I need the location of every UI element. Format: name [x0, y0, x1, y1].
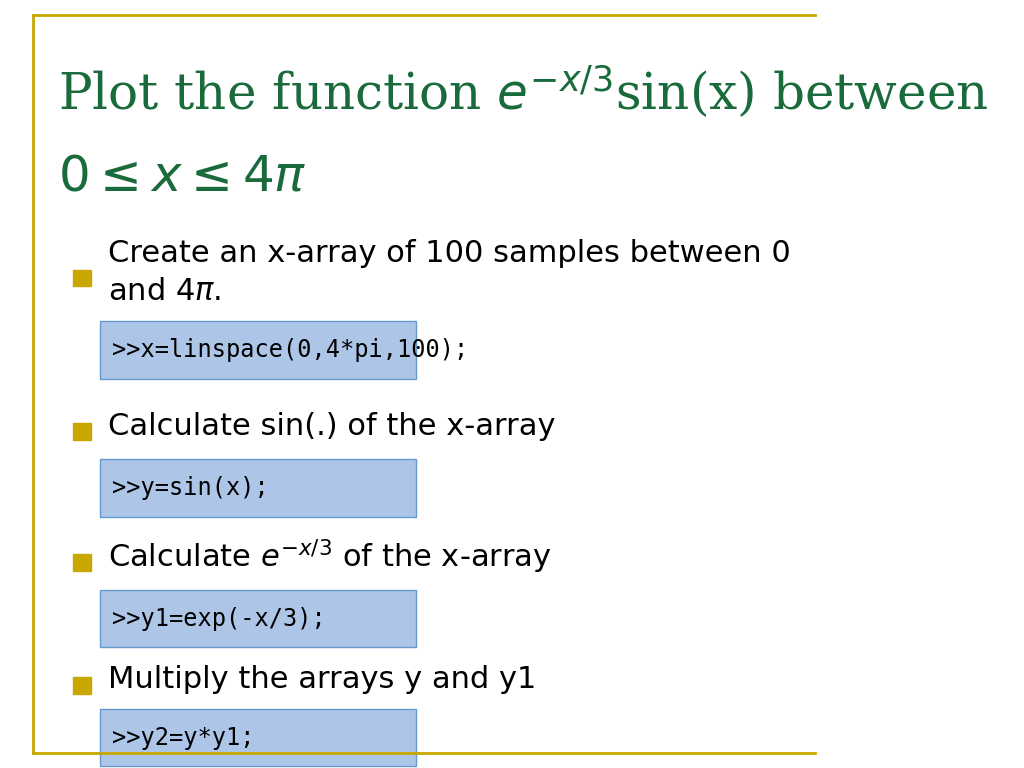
FancyBboxPatch shape — [99, 459, 416, 517]
Text: Multiply the arrays y and y1: Multiply the arrays y and y1 — [109, 665, 537, 694]
Text: Calculate $e^{-x/3}$ of the x-array: Calculate $e^{-x/3}$ of the x-array — [109, 538, 552, 576]
Text: >>y2=y*y1;: >>y2=y*y1; — [113, 726, 255, 750]
Text: Create an x-array of 100 samples between 0
and $4\pi$.: Create an x-array of 100 samples between… — [109, 239, 791, 306]
FancyBboxPatch shape — [99, 590, 416, 647]
FancyBboxPatch shape — [73, 554, 91, 571]
Text: Calculate sin(.) of the x-array: Calculate sin(.) of the x-array — [109, 412, 556, 441]
FancyBboxPatch shape — [99, 321, 416, 379]
Text: >>y=sin(x);: >>y=sin(x); — [113, 476, 269, 501]
FancyBboxPatch shape — [73, 423, 91, 440]
Text: >>y1=exp(-x/3);: >>y1=exp(-x/3); — [113, 607, 326, 631]
FancyBboxPatch shape — [73, 677, 91, 694]
FancyBboxPatch shape — [99, 709, 416, 766]
Text: Plot the function $e^{-x/3}$sin(x) between: Plot the function $e^{-x/3}$sin(x) betwe… — [58, 64, 989, 121]
Text: $0\leq x\leq 4\pi$: $0\leq x\leq 4\pi$ — [58, 152, 307, 201]
Text: >>x=linspace(0,4*pi,100);: >>x=linspace(0,4*pi,100); — [113, 338, 469, 362]
FancyBboxPatch shape — [73, 270, 91, 286]
